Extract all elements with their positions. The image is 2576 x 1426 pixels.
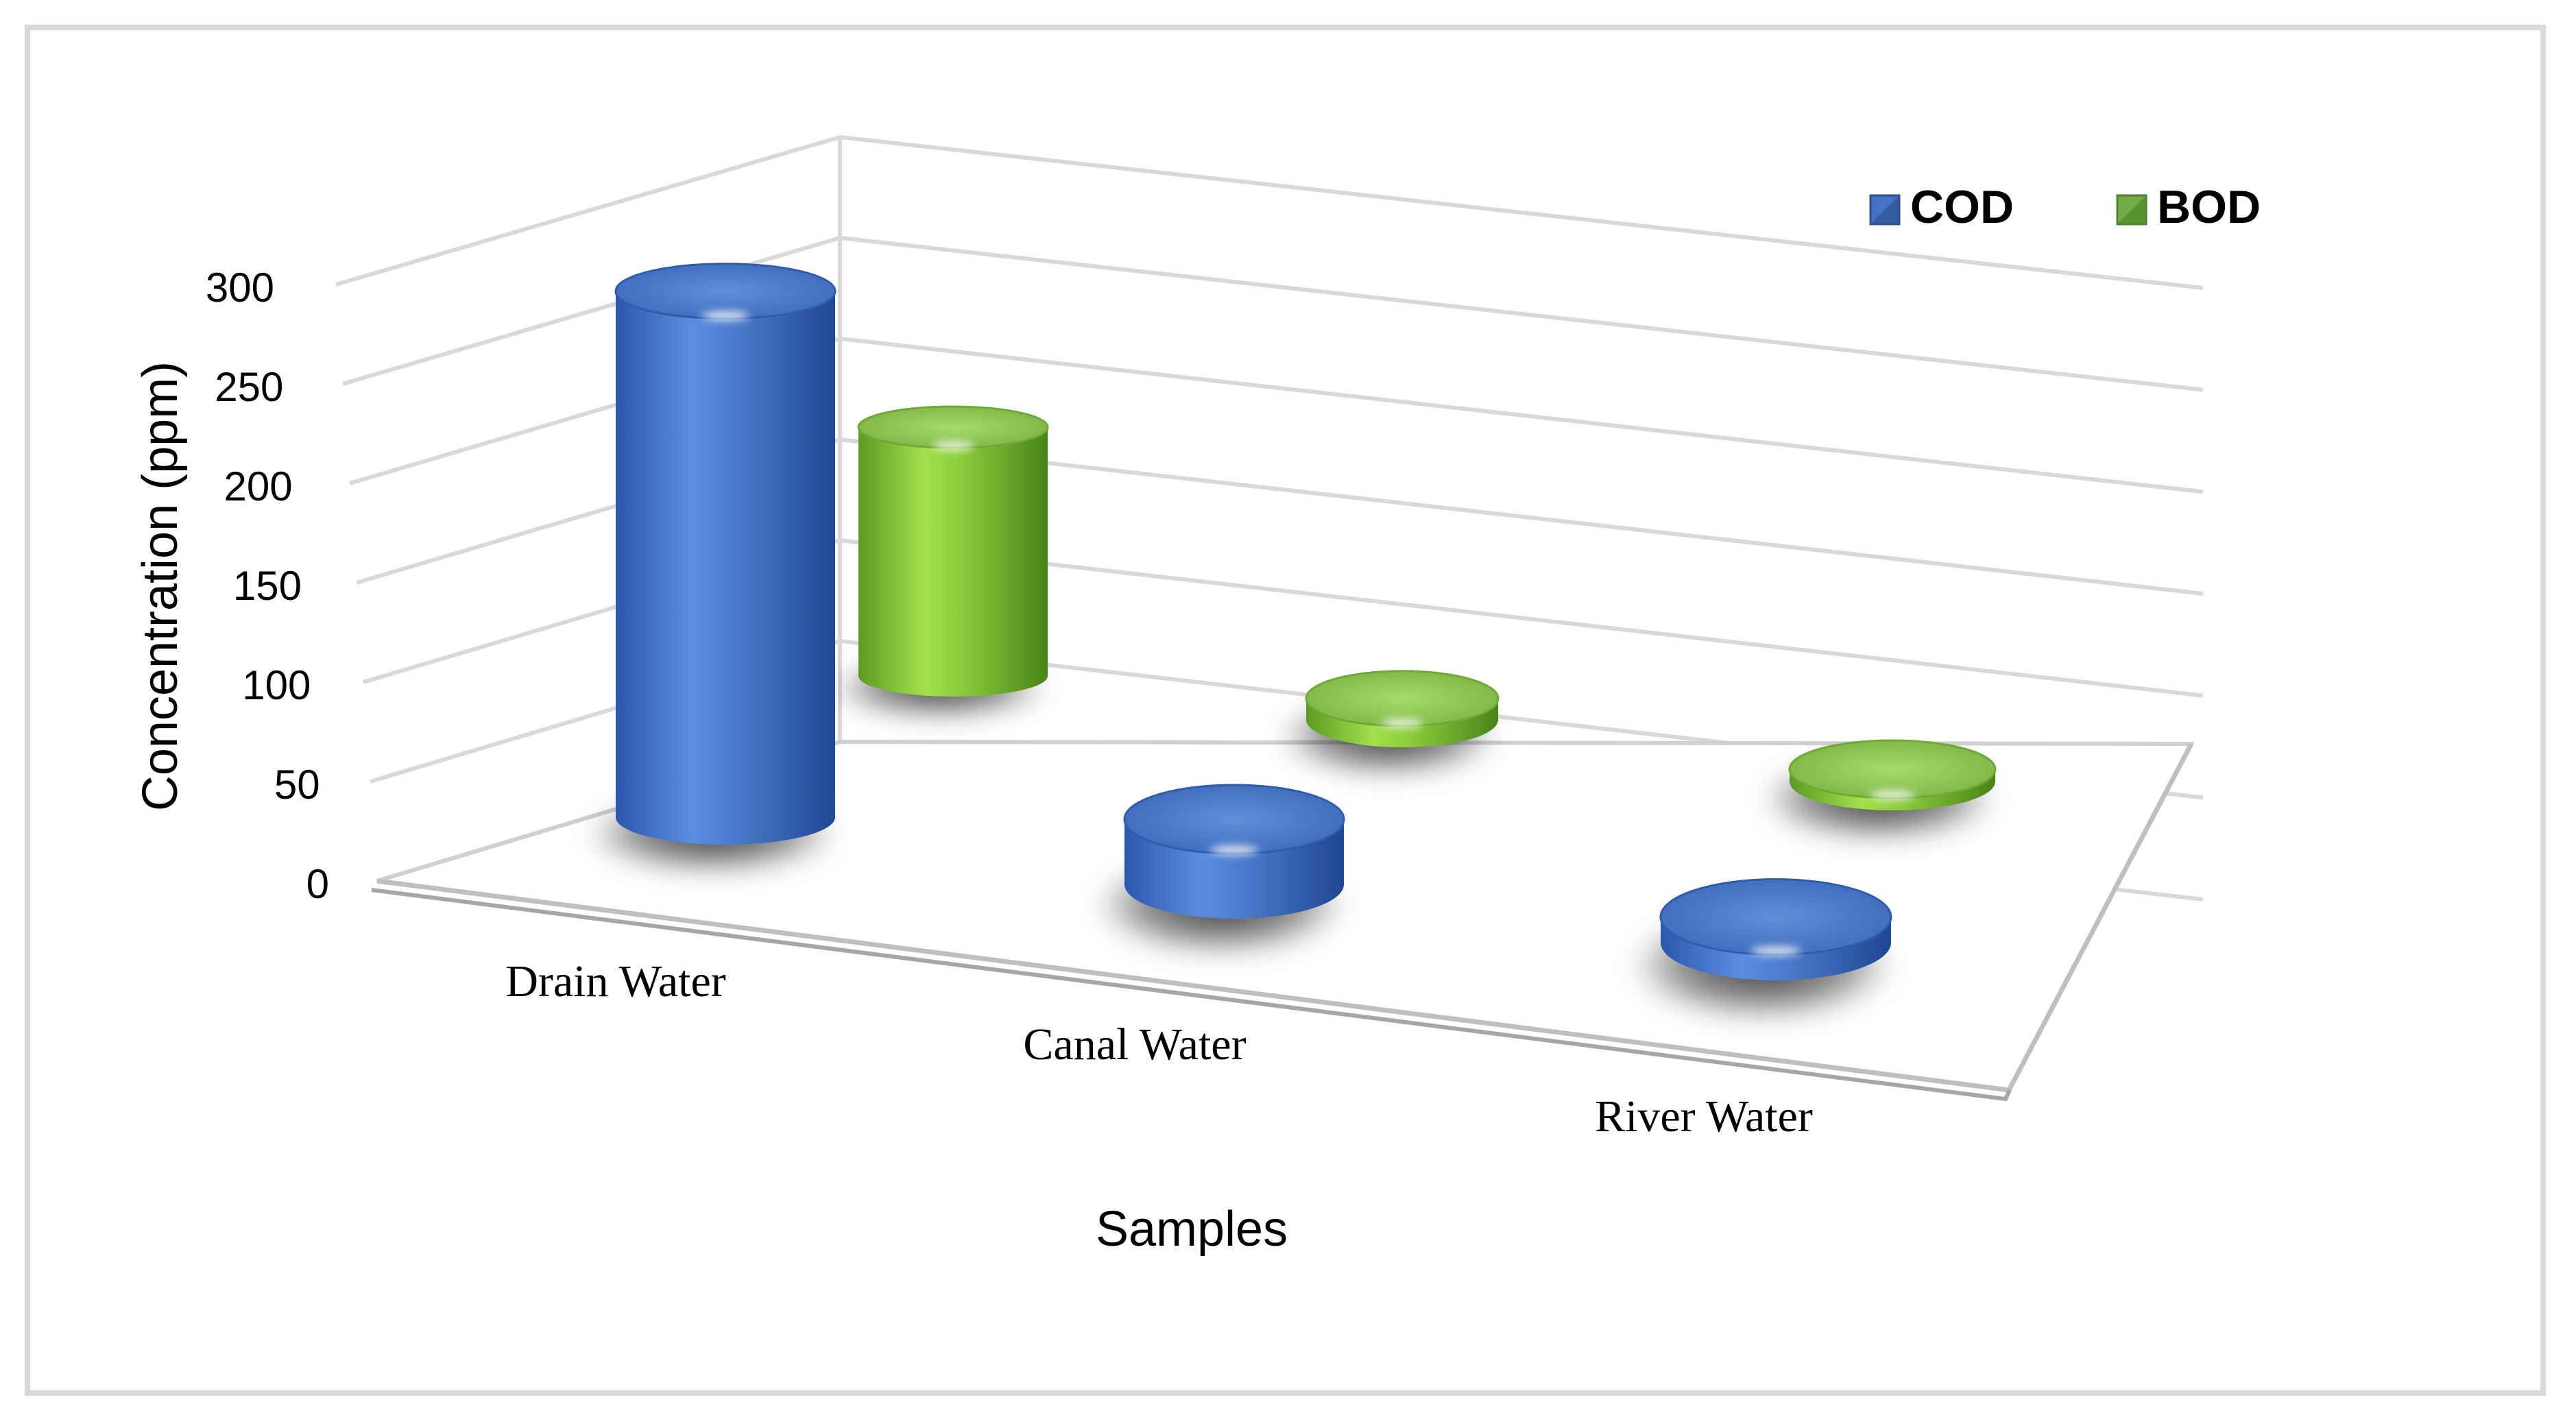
legend-label: BOD	[2157, 181, 2261, 233]
bar-bod-2	[1760, 739, 1997, 843]
bar-bod-0	[830, 405, 1049, 719]
bar-body	[858, 427, 1048, 697]
bar-top	[1659, 878, 1892, 956]
bar-bod-1	[1278, 670, 1500, 777]
y-tick-label: 150	[233, 563, 302, 609]
gridline-side	[335, 135, 841, 287]
legend-swatch-shade	[1870, 195, 1899, 224]
y-tick-label: 50	[274, 762, 320, 808]
x-tick-label: Drain Water	[505, 956, 726, 1006]
legend-item-bod: BOD	[2116, 181, 2261, 233]
bars	[586, 263, 1997, 1022]
gridline-side	[342, 236, 841, 386]
bar-cod-1	[1094, 784, 1347, 956]
legend: COD BOD	[1869, 181, 2261, 233]
gridline-back	[839, 337, 2204, 494]
y-tick-label: 200	[224, 463, 293, 509]
bar-highlight	[932, 442, 974, 450]
x-axis-label: Samples	[1096, 1202, 1288, 1257]
bar-cod-2	[1629, 878, 1895, 1022]
gridline-back	[839, 236, 2204, 392]
bar-highlight	[1381, 718, 1423, 727]
x-tick-label: Canal Water	[1023, 1019, 1246, 1070]
bar-top	[1123, 784, 1345, 855]
bar-top	[1305, 670, 1500, 727]
bar-top	[614, 263, 836, 320]
bar-highlight	[1209, 846, 1259, 854]
y-tick-label: 100	[242, 662, 311, 708]
bar-top	[1788, 739, 1997, 799]
gridline-back	[839, 538, 2204, 698]
y-tick-label: 300	[206, 265, 274, 311]
bar-highlight	[1750, 947, 1801, 955]
floor-thickness	[371, 888, 2012, 1102]
bar-body	[616, 291, 835, 845]
y-axis-label: Concentration (ppm)	[133, 361, 188, 811]
x-tick-label: River Water	[1595, 1091, 1813, 1141]
bar-cod-0	[586, 263, 838, 875]
bar-highlight	[1870, 790, 1915, 799]
gridline-back	[839, 437, 2204, 596]
y-tick-label: 250	[215, 364, 283, 410]
legend-swatch-shade	[2117, 195, 2146, 224]
gridline-back	[839, 135, 2204, 290]
x-tick-labels: Drain Water Canal Water River Water	[505, 956, 1813, 1141]
y-tick-labels: 0 50 100 150 200 250 300	[206, 265, 329, 907]
y-tick-label: 0	[306, 861, 329, 907]
legend-item-cod: COD	[1869, 181, 2014, 233]
bar-highlight	[701, 311, 750, 320]
legend-label: COD	[1910, 181, 2014, 233]
